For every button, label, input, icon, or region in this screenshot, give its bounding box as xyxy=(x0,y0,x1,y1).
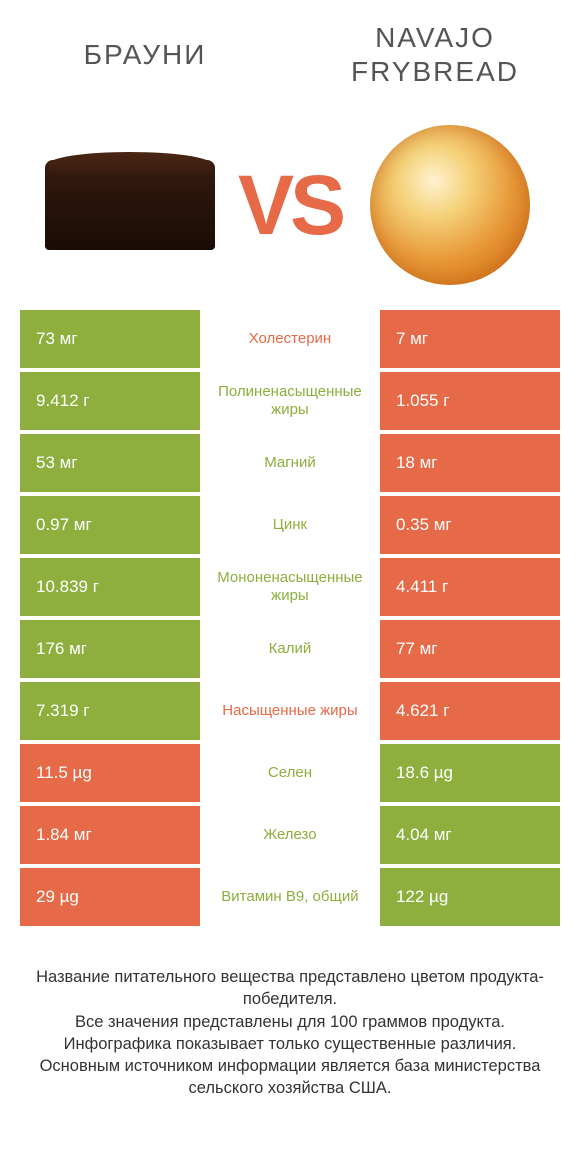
value-left: 1.84 мг xyxy=(20,806,200,864)
table-row: 7.319 гНасыщенные жиры4.621 г xyxy=(20,682,560,740)
value-left: 176 мг xyxy=(20,620,200,678)
nutrient-label: Мононенасыщенные жиры xyxy=(200,558,380,616)
table-row: 176 мгКалий77 мг xyxy=(20,620,560,678)
value-right: 18 мг xyxy=(380,434,560,492)
nutrient-label: Магний xyxy=(200,434,380,492)
value-right: 4.621 г xyxy=(380,682,560,740)
nutrient-label: Калий xyxy=(200,620,380,678)
footer-line: Все значения представлены для 100 граммо… xyxy=(75,1013,505,1031)
vs-label: VS xyxy=(238,157,342,254)
value-right: 7 мг xyxy=(380,310,560,368)
images-row: VS xyxy=(0,110,580,300)
food-image-left xyxy=(30,125,230,285)
nutrient-label: Полиненасыщенные жиры xyxy=(200,372,380,430)
frybread-graphic xyxy=(370,125,530,285)
nutrient-label: Цинк xyxy=(200,496,380,554)
value-left: 0.97 мг xyxy=(20,496,200,554)
header: БРАУНИ NAVAJO FRYBREAD xyxy=(0,0,580,110)
value-left: 29 µg xyxy=(20,868,200,926)
table-row: 10.839 гМононенасыщенные жиры4.411 г xyxy=(20,558,560,616)
table-row: 0.97 мгЦинк0.35 мг xyxy=(20,496,560,554)
value-left: 7.319 г xyxy=(20,682,200,740)
table-row: 9.412 гПолиненасыщенные жиры1.055 г xyxy=(20,372,560,430)
footer-line: Основным источником информации является … xyxy=(40,1057,541,1097)
value-right: 1.055 г xyxy=(380,372,560,430)
nutrient-label: Витамин B9, общий xyxy=(200,868,380,926)
footer-line: Инфографика показывает только существенн… xyxy=(64,1035,517,1053)
table-row: 29 µgВитамин B9, общий122 µg xyxy=(20,868,560,926)
title-left: БРАУНИ xyxy=(0,38,290,72)
value-right: 4.04 мг xyxy=(380,806,560,864)
table-row: 53 мгМагний18 мг xyxy=(20,434,560,492)
value-right: 77 мг xyxy=(380,620,560,678)
value-right: 122 µg xyxy=(380,868,560,926)
nutrient-label: Железо xyxy=(200,806,380,864)
brownie-graphic xyxy=(45,160,215,250)
nutrient-label: Насыщенные жиры xyxy=(200,682,380,740)
table-row: 1.84 мгЖелезо4.04 мг xyxy=(20,806,560,864)
value-left: 53 мг xyxy=(20,434,200,492)
nutrient-label: Селен xyxy=(200,744,380,802)
nutrient-label: Холестерин xyxy=(200,310,380,368)
value-left: 9.412 г xyxy=(20,372,200,430)
value-left: 10.839 г xyxy=(20,558,200,616)
value-left: 73 мг xyxy=(20,310,200,368)
comparison-table: 73 мгХолестерин7 мг9.412 гПолиненасыщенн… xyxy=(20,310,560,926)
table-row: 11.5 µgСелен18.6 µg xyxy=(20,744,560,802)
table-row: 73 мгХолестерин7 мг xyxy=(20,310,560,368)
value-right: 4.411 г xyxy=(380,558,560,616)
footer-line: Название питательного вещества представл… xyxy=(36,968,544,1008)
value-right: 0.35 мг xyxy=(380,496,560,554)
value-right: 18.6 µg xyxy=(380,744,560,802)
food-image-right xyxy=(350,125,550,285)
value-left: 11.5 µg xyxy=(20,744,200,802)
title-right: NAVAJO FRYBREAD xyxy=(290,21,580,88)
footer-note: Название питательного вещества представл… xyxy=(30,966,550,1100)
